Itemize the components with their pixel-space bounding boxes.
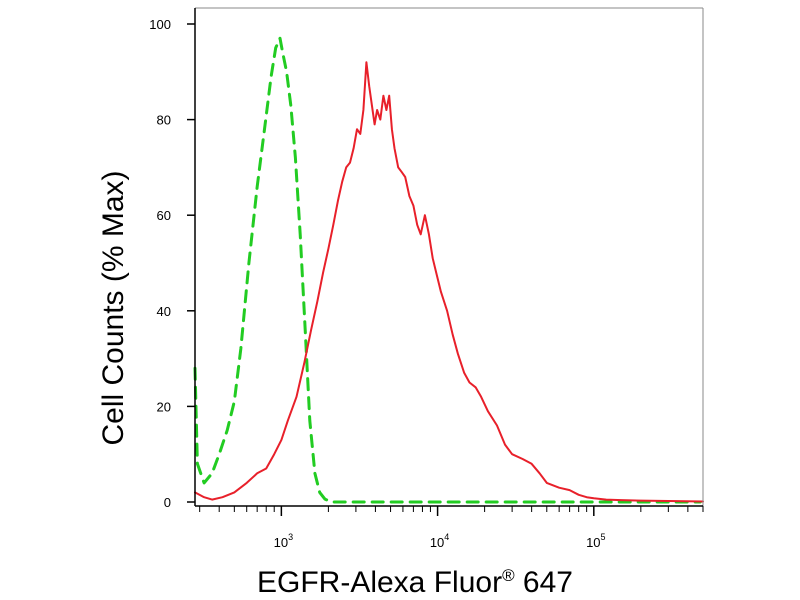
y-tick-label-60: 60 [157,208,171,223]
tick-labels: 0 20 40 60 80 100 103 104 105 [149,17,605,550]
y-tick-label-100: 100 [149,17,171,32]
x-tick-label-10000: 104 [430,532,449,550]
y-tick-label-0: 0 [164,495,171,510]
plot-area [193,36,704,504]
x-axis-title: EGFR-Alexa Fluor® 647 [257,566,573,599]
x-tick-label-1000: 103 [274,532,293,550]
x-tick-label-100000: 105 [586,532,605,550]
y-tick-label-80: 80 [157,113,171,128]
axes [187,7,704,516]
series-line-1 [193,36,702,504]
y-tick-label-20: 20 [157,399,171,414]
series-line-2 [194,61,704,503]
y-axis-title: Cell Counts (% Max) [97,170,130,445]
y-tick-label-40: 40 [157,304,171,319]
